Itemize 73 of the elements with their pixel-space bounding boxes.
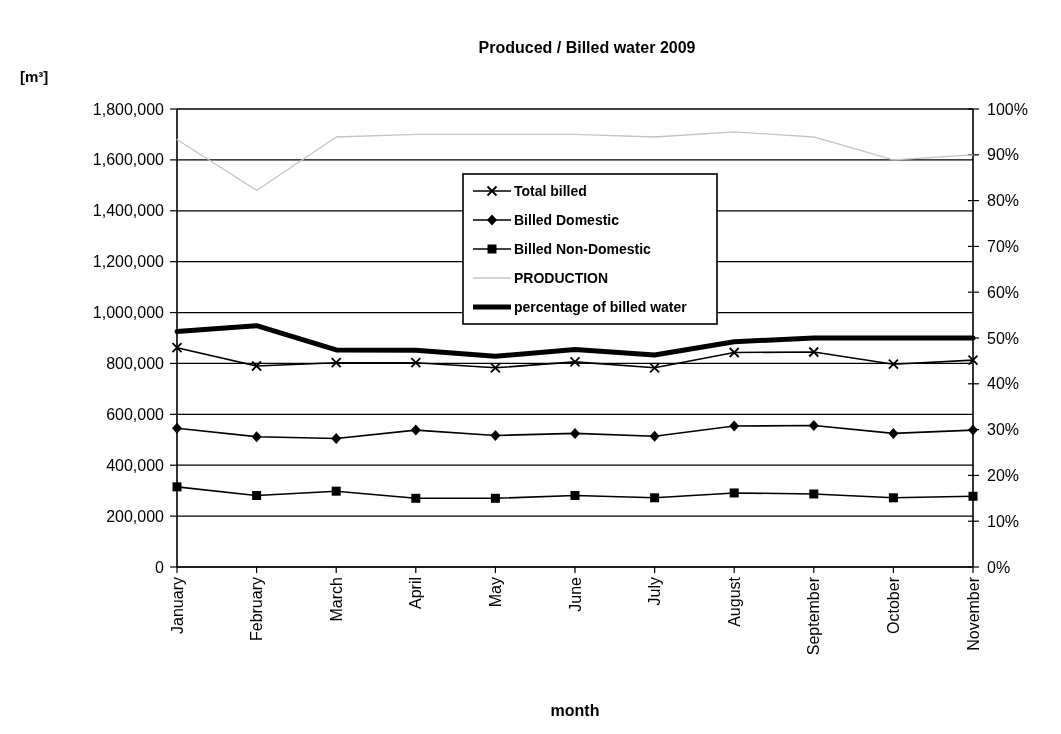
point — [251, 431, 262, 443]
point — [888, 358, 899, 370]
y-tick-label: 1,000,000 — [92, 304, 165, 322]
point — [808, 420, 819, 432]
y-tick-label: 1,800,000 — [92, 100, 165, 118]
y-tick-label: 1,200,000 — [92, 253, 165, 271]
y2-tick-label: 60% — [987, 283, 1020, 301]
y-tick-label: 800,000 — [106, 355, 165, 373]
point — [569, 356, 581, 368]
y2-tick-label: 10% — [987, 512, 1020, 530]
point — [171, 342, 183, 354]
point — [172, 422, 182, 434]
point — [490, 362, 501, 374]
point — [570, 427, 580, 439]
x-tick-label: June — [566, 576, 584, 612]
y2-tick-label: 40% — [987, 375, 1020, 393]
point — [808, 346, 820, 358]
legend-label: percentage of billed water — [514, 298, 688, 315]
x-tick-label: April — [407, 577, 425, 610]
x-tick-label: March — [327, 577, 345, 622]
y2-tick-label: 50% — [987, 329, 1020, 347]
y-tick-label: 600,000 — [106, 405, 165, 423]
legend-label: PRODUCTION — [514, 269, 609, 286]
point — [331, 486, 341, 496]
point — [729, 488, 739, 498]
point — [490, 493, 500, 503]
y2-tick-label: 30% — [987, 421, 1020, 439]
chart-title: Produced / Billed water 2009 — [478, 39, 696, 56]
point — [728, 347, 740, 358]
y-tick-label: 200,000 — [106, 507, 165, 525]
x-tick-label: February — [248, 577, 266, 642]
x-tick-label: October — [885, 576, 902, 634]
y-tick-label: 0 — [155, 558, 165, 576]
point — [649, 362, 660, 374]
y2-tick-label: 90% — [987, 146, 1020, 164]
x-tick-label: July — [646, 577, 664, 606]
x-tick-label: November — [964, 576, 982, 651]
x-tick-label: August — [725, 576, 743, 627]
point — [650, 493, 660, 503]
point — [888, 493, 898, 503]
point — [809, 489, 819, 499]
point — [172, 482, 182, 492]
legend-label: Total billed — [514, 182, 587, 199]
point — [649, 430, 660, 442]
point — [252, 491, 262, 500]
point — [410, 424, 421, 436]
point — [411, 493, 421, 503]
y2-tick-label: 80% — [987, 192, 1020, 210]
x-tick-label: September — [805, 576, 823, 656]
y2-tick-label: 0% — [987, 558, 1011, 576]
point — [968, 491, 978, 501]
point — [729, 420, 740, 432]
point — [251, 360, 262, 372]
point — [968, 424, 978, 436]
point — [570, 491, 580, 500]
y-axis-title: [m³] — [20, 68, 49, 85]
y-tick-label: 1,600,000 — [92, 151, 165, 169]
point — [888, 427, 899, 439]
x-axis-title: month — [550, 702, 600, 719]
point — [967, 354, 979, 366]
x-tick-label: May — [487, 577, 504, 608]
legend-label: Billed Non-Domestic — [514, 240, 652, 257]
legend-label: Billed Domestic — [514, 211, 620, 228]
point — [330, 357, 342, 369]
y2-tick-label: 70% — [987, 238, 1020, 255]
y-tick-label: 1,400,000 — [92, 202, 165, 220]
point — [331, 433, 342, 445]
point — [490, 429, 501, 441]
y-tick-label: 400,000 — [106, 456, 165, 474]
y2-tick-label: 20% — [987, 467, 1020, 484]
y2-tick-label: 100% — [987, 100, 1028, 118]
x-tick-label: January — [168, 577, 186, 634]
point — [410, 357, 422, 369]
